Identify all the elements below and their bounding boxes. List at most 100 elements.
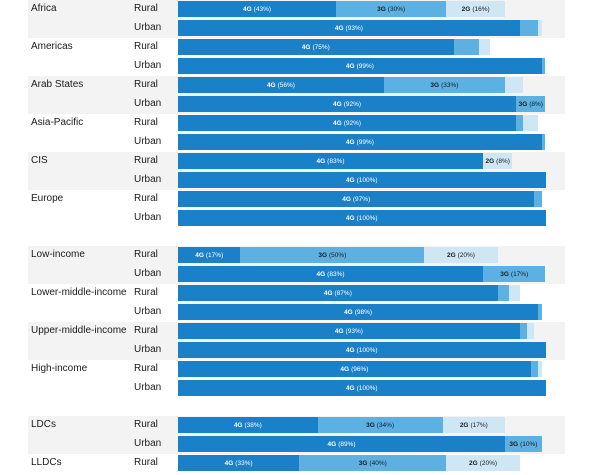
setting-label: Urban — [134, 136, 162, 147]
segment-tech-label: 3G — [377, 5, 386, 13]
bar-segment: 4G (93%) — [178, 20, 520, 36]
segment-tech-label: 2G — [461, 5, 471, 13]
segment-value-label: (93%) — [345, 24, 363, 32]
bar-segment: 4G (92%) — [178, 115, 517, 131]
segment-value-label: (87%) — [334, 289, 352, 297]
segment-tech-label: 4G — [345, 138, 355, 146]
segment-value-label: (20%) — [457, 251, 475, 259]
segment-value-label: (43%) — [253, 5, 272, 13]
setting-label: Urban — [134, 98, 162, 109]
segment-tech-label: 4G — [243, 5, 252, 13]
group-label: Africa — [31, 3, 57, 14]
segment-tech-label: 4G — [333, 119, 342, 127]
bar-segment — [508, 285, 520, 301]
setting-label: Urban — [134, 382, 162, 393]
segment-tech-label: 3G — [500, 270, 509, 278]
bar-segment — [530, 361, 539, 377]
group-label: CIS — [31, 155, 48, 166]
group-label: LLDCs — [31, 457, 62, 468]
segment-value-label: (38%) — [244, 421, 262, 429]
setting-label: Rural — [134, 419, 158, 430]
segment-value-label: (100%) — [356, 346, 378, 354]
bar-segment: 4G (43%) — [178, 1, 337, 17]
setting-label: Rural — [134, 457, 158, 468]
bar-segment: 4G (97%) — [178, 191, 535, 207]
bar-segment: 2G (17%) — [442, 417, 506, 433]
segment-value-label: (92%) — [343, 119, 362, 127]
segment-tech-label: 4G — [316, 270, 326, 278]
setting-label: Rural — [134, 249, 158, 260]
setting-label: Urban — [134, 344, 162, 355]
setting-label: Rural — [134, 3, 158, 14]
segment-tech-label: 2G — [446, 251, 456, 259]
bar-segment: 4G (17%) — [178, 247, 241, 263]
setting-label: Urban — [134, 438, 162, 449]
bar-segment: 4G (83%) — [178, 266, 484, 282]
segment-tech-label: 3G — [509, 440, 519, 448]
bar-segment: 3G (10%) — [505, 436, 542, 452]
setting-label: Urban — [134, 306, 162, 317]
bar-segment: 4G (75%) — [178, 39, 454, 55]
bar-segment: 4G (56%) — [178, 77, 384, 93]
segment-value-label: (33%) — [235, 459, 253, 467]
bar-segment: 3G (34%) — [317, 417, 443, 433]
bar-segment — [538, 304, 542, 320]
segment-value-label: (92%) — [343, 100, 362, 108]
segment-tech-label: 4G — [345, 214, 355, 222]
setting-label: Urban — [134, 174, 162, 185]
setting-label: Urban — [134, 60, 162, 71]
segment-tech-label: 3G — [366, 421, 375, 429]
setting-label: Rural — [134, 193, 158, 204]
segment-value-label: (50%) — [329, 251, 347, 259]
segment-tech-label: 4G — [333, 100, 342, 108]
segment-value-label: (56%) — [277, 81, 295, 89]
segment-tech-label: 4G — [327, 440, 337, 448]
bar-segment — [505, 77, 524, 93]
segment-value-label: (99%) — [356, 62, 374, 70]
segment-value-label: (97%) — [352, 195, 371, 203]
bar-segment: 4G (83%) — [178, 153, 484, 169]
segment-value-label: (33%) — [441, 81, 459, 89]
bar-segment — [479, 39, 491, 55]
bar-segment — [453, 39, 480, 55]
bar-segment: 2G (20%) — [424, 247, 498, 263]
bar-segment: 4G (96%) — [178, 361, 531, 377]
segment-tech-label: 4G — [342, 195, 351, 203]
segment-value-label: (8%) — [529, 100, 543, 108]
group-label: High-income — [31, 363, 88, 374]
setting-label: Rural — [134, 79, 158, 90]
setting-label: Rural — [134, 363, 158, 374]
segment-tech-label: 4G — [224, 459, 234, 467]
setting-label: Rural — [134, 117, 158, 128]
segment-value-label: (83%) — [327, 270, 345, 278]
segment-tech-label: 4G — [316, 157, 326, 165]
segment-tech-label: 4G — [345, 176, 355, 184]
bar-segment — [538, 20, 542, 36]
segment-value-label: (75%) — [312, 43, 330, 51]
segment-value-label: (8%) — [496, 157, 510, 165]
setting-label: Urban — [134, 268, 162, 279]
bar-segment — [497, 285, 509, 301]
bar-segment — [538, 361, 542, 377]
bar-segment: 2G (20%) — [446, 455, 520, 471]
bar-segment — [516, 115, 524, 131]
group-label: Lower-middle-income — [31, 287, 127, 298]
segment-tech-label: 4G — [340, 365, 350, 373]
bar-segment: 3G (30%) — [336, 1, 447, 17]
segment-tech-label: 4G — [266, 81, 276, 89]
segment-value-label: (10%) — [520, 440, 538, 448]
segment-tech-label: 4G — [233, 421, 243, 429]
segment-value-label: (17%) — [470, 421, 488, 429]
bar-segment: 4G (100%) — [178, 342, 546, 358]
bar-segment — [534, 191, 542, 207]
bar-segment: 3G (8%) — [516, 96, 546, 112]
segment-tech-label: 3G — [318, 251, 327, 259]
setting-label: Rural — [134, 41, 158, 52]
segment-value-label: (30%) — [387, 5, 406, 13]
bar-segment: 3G (50%) — [240, 247, 425, 263]
group-label: Low-income — [31, 249, 85, 260]
segment-value-label: (98%) — [354, 308, 373, 316]
group-label: Asia-Pacific — [31, 117, 84, 128]
setting-label: Rural — [134, 155, 158, 166]
bar-segment — [541, 134, 546, 150]
